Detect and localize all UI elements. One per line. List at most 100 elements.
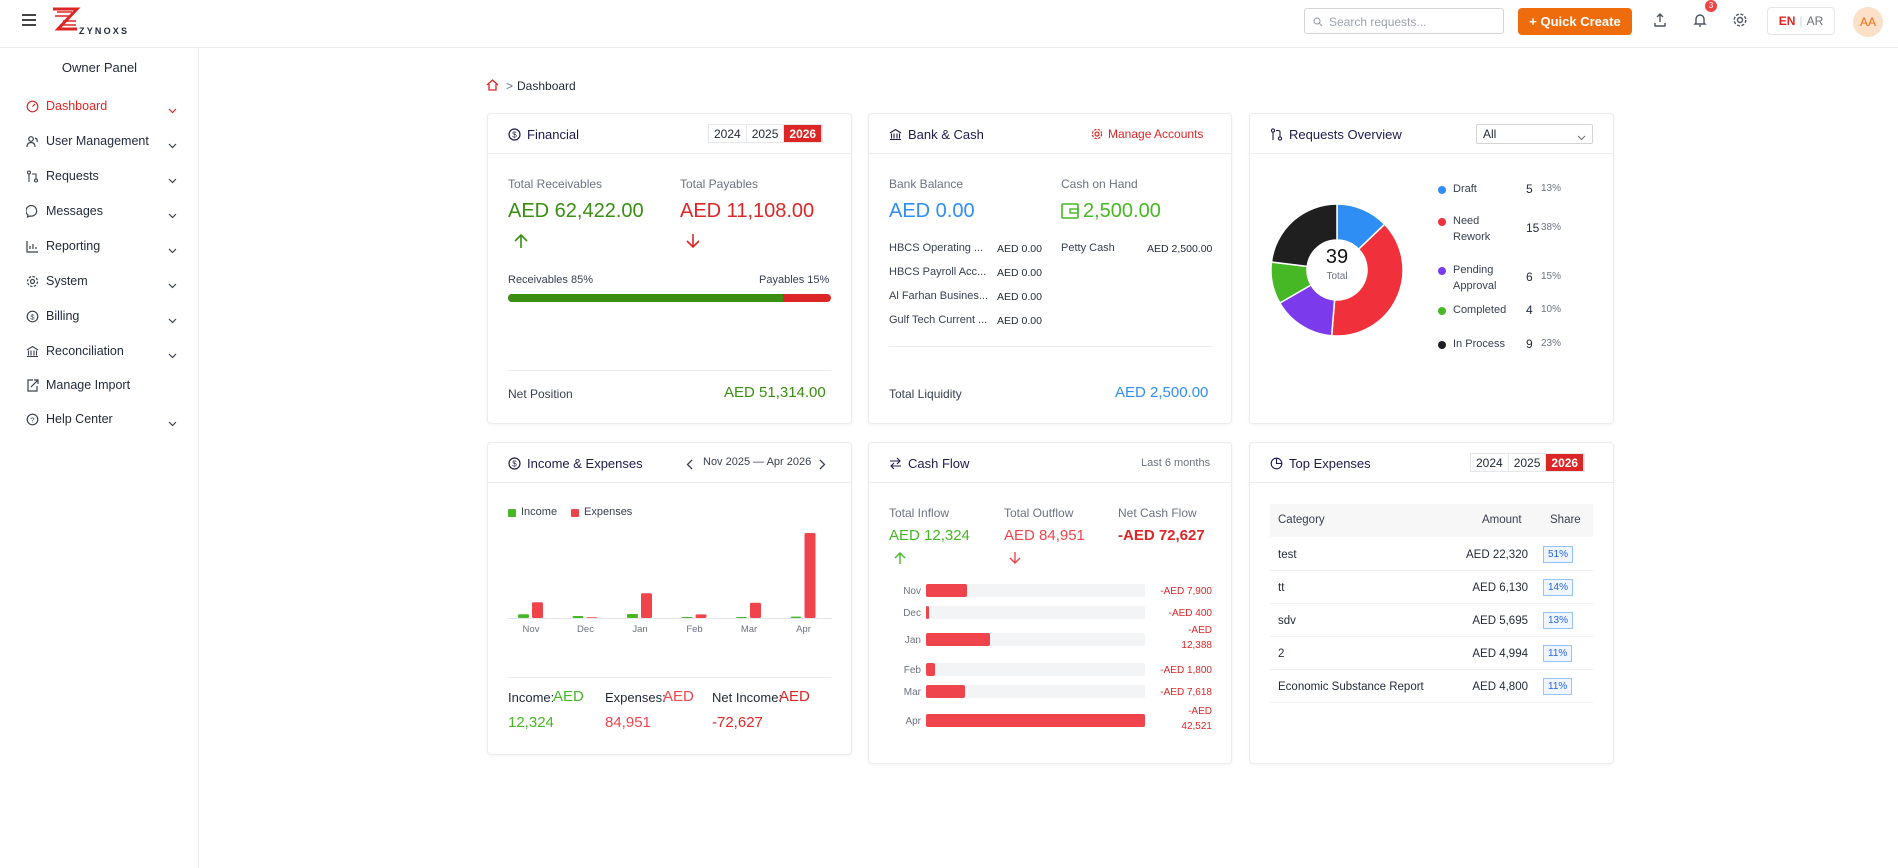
cashflow-bar-nov [926,584,967,597]
receivables-progress-fill [508,294,783,302]
cashflow-bar-track [926,663,1145,676]
cashflow-bar-apr [926,714,1145,727]
cashflow-title: Cash Flow [908,456,970,471]
table-row[interactable]: 2 AED 4,994 11% [1270,637,1593,670]
bar-income-feb [681,617,693,618]
svg-text:ZYNOXS: ZYNOXS [79,26,129,36]
chat-icon [25,204,39,223]
year-tab-2024[interactable]: 2024 [709,125,747,142]
brand-logo[interactable]: ZYNOXS [52,7,132,37]
total-liquidity-label: Total Liquidity [889,387,962,401]
year-tab-2025[interactable]: 2025 [1509,454,1547,471]
chevron-down-icon [168,206,177,224]
expense-category: sdv [1278,615,1296,627]
bar-expenses-nov [532,602,543,618]
bank-icon [889,128,902,146]
cashflow-bar-track [926,685,1145,698]
svg-text:?: ? [30,415,34,424]
topexp-year-tabs: 2024 2025 2026 [1470,453,1586,472]
year-tab-2025[interactable]: 2025 [747,125,785,142]
date-range: Nov 2025 — Apr 2026 [703,456,812,468]
year-tab-2024[interactable]: 2024 [1471,454,1509,471]
income-title: Income & Expenses [527,456,643,471]
cashflow-value: -AED 1,800 [1160,665,1212,676]
expense-share-badge: 13% [1543,612,1574,629]
bank-cash-card: Bank & Cash Manage Accounts Bank Balance… [868,113,1232,424]
chevron-down-icon [1577,130,1586,144]
legend-swatch [1438,186,1446,194]
svg-text:$: $ [30,312,35,321]
donut-total: 39 [1325,246,1349,268]
cashflow-value: -AED 400 [1168,608,1212,619]
cashflow-period: Last 6 months [1141,457,1211,469]
chart-icon [26,240,39,258]
bank-account-value: AED 0.00 [997,267,1042,279]
financial-card: $ Financial 2024 2025 2026 Total Receivabl… [487,113,852,424]
bank-account-name: HBCS Payroll Acc... [889,266,987,278]
sidebar-item-reconciliation[interactable]: Reconciliation [0,339,199,365]
receivables-label: Total Receivables [508,177,603,191]
sidebar-item-requests[interactable]: Requests [0,164,199,190]
upload-icon[interactable] [1652,12,1668,33]
chevron-down-icon [168,171,177,189]
sidebar-item-label: Manage Import [46,378,131,392]
bar-expenses-dec [586,617,598,618]
bar-income-nov [518,614,529,618]
status-filter-select[interactable]: All [1476,124,1593,144]
net-income-label: Net Income: [712,690,783,705]
menu-icon[interactable] [22,14,36,26]
home-icon[interactable] [486,79,499,94]
arrow-down-icon [1009,551,1021,570]
net-cashflow-value: -AED 72,627 [1118,527,1205,544]
payables-percent-label: Payables 15% [759,274,830,286]
net-cashflow-label: Net Cash Flow [1118,506,1197,520]
financial-title: Financial [527,127,580,142]
gear-icon[interactable] [1732,12,1748,33]
chevron-down-icon [168,276,177,294]
table-row[interactable]: tt AED 6,130 14% [1270,571,1593,604]
legend-income-swatch [508,509,516,517]
income-header: $ Income & Expenses Nov 2025 — Apr 2026 [488,443,851,483]
requests-donut-chart [1270,203,1404,337]
inflow-label: Total Inflow [889,506,950,520]
expense-amount: AED 4,800 [1472,681,1528,693]
lang-en[interactable]: EN [1778,14,1796,28]
language-switch[interactable]: EN | AR [1767,7,1835,35]
col-share: Share [1550,514,1581,526]
quick-create-button[interactable]: + Quick Create [1518,8,1632,35]
sidebar-item-messages[interactable]: Messages [0,199,199,225]
year-tab-2026[interactable]: 2026 [784,125,823,142]
year-tab-2026[interactable]: 2026 [1546,454,1585,471]
chevron-left-icon[interactable] [686,457,693,475]
chevron-down-icon [168,136,177,154]
sidebar-item-user-management[interactable]: User Management [0,129,199,155]
plus-icon: + [1529,14,1541,29]
search-input[interactable]: Search requests... [1304,8,1504,34]
bell-icon[interactable] [1692,12,1708,33]
bar-expenses-jan [641,593,652,618]
avatar[interactable]: AA [1853,7,1883,37]
requests-icon [1270,128,1283,146]
bar-income-apr [790,616,802,618]
lang-ar[interactable]: AR [1806,14,1824,28]
sidebar-item-system[interactable]: System [0,269,199,295]
sidebar-item-reporting[interactable]: Reporting [0,234,199,260]
sidebar-item-billing[interactable]: $ Billing [0,304,199,330]
breadcrumb-separator: > [506,79,514,93]
table-row[interactable]: sdv AED 5,695 13% [1270,604,1593,637]
sidebar-item-manage-import[interactable]: Manage Import [0,373,199,399]
chevron-down-icon [168,346,177,364]
sidebar-item-dashboard[interactable]: Dashboard [0,94,199,120]
table-row[interactable]: test AED 22,320 51% [1270,538,1593,571]
legend-percent: 15% [1541,271,1562,282]
billing-icon: $ [26,310,39,328]
search-placeholder: Search requests... [1329,15,1427,29]
sidebar-item-label: Dashboard [46,99,108,113]
legend-percent: 13% [1541,183,1562,194]
sidebar-item-help-center[interactable]: ? Help Center [0,407,199,433]
table-row[interactable]: Economic Substance Report AED 4,800 11% [1270,670,1593,703]
gear-icon [1091,127,1103,145]
chevron-right-icon[interactable] [819,457,826,475]
legend-label: Need [1453,215,1480,227]
receivables-percent-label: Receivables 85% [508,274,593,286]
